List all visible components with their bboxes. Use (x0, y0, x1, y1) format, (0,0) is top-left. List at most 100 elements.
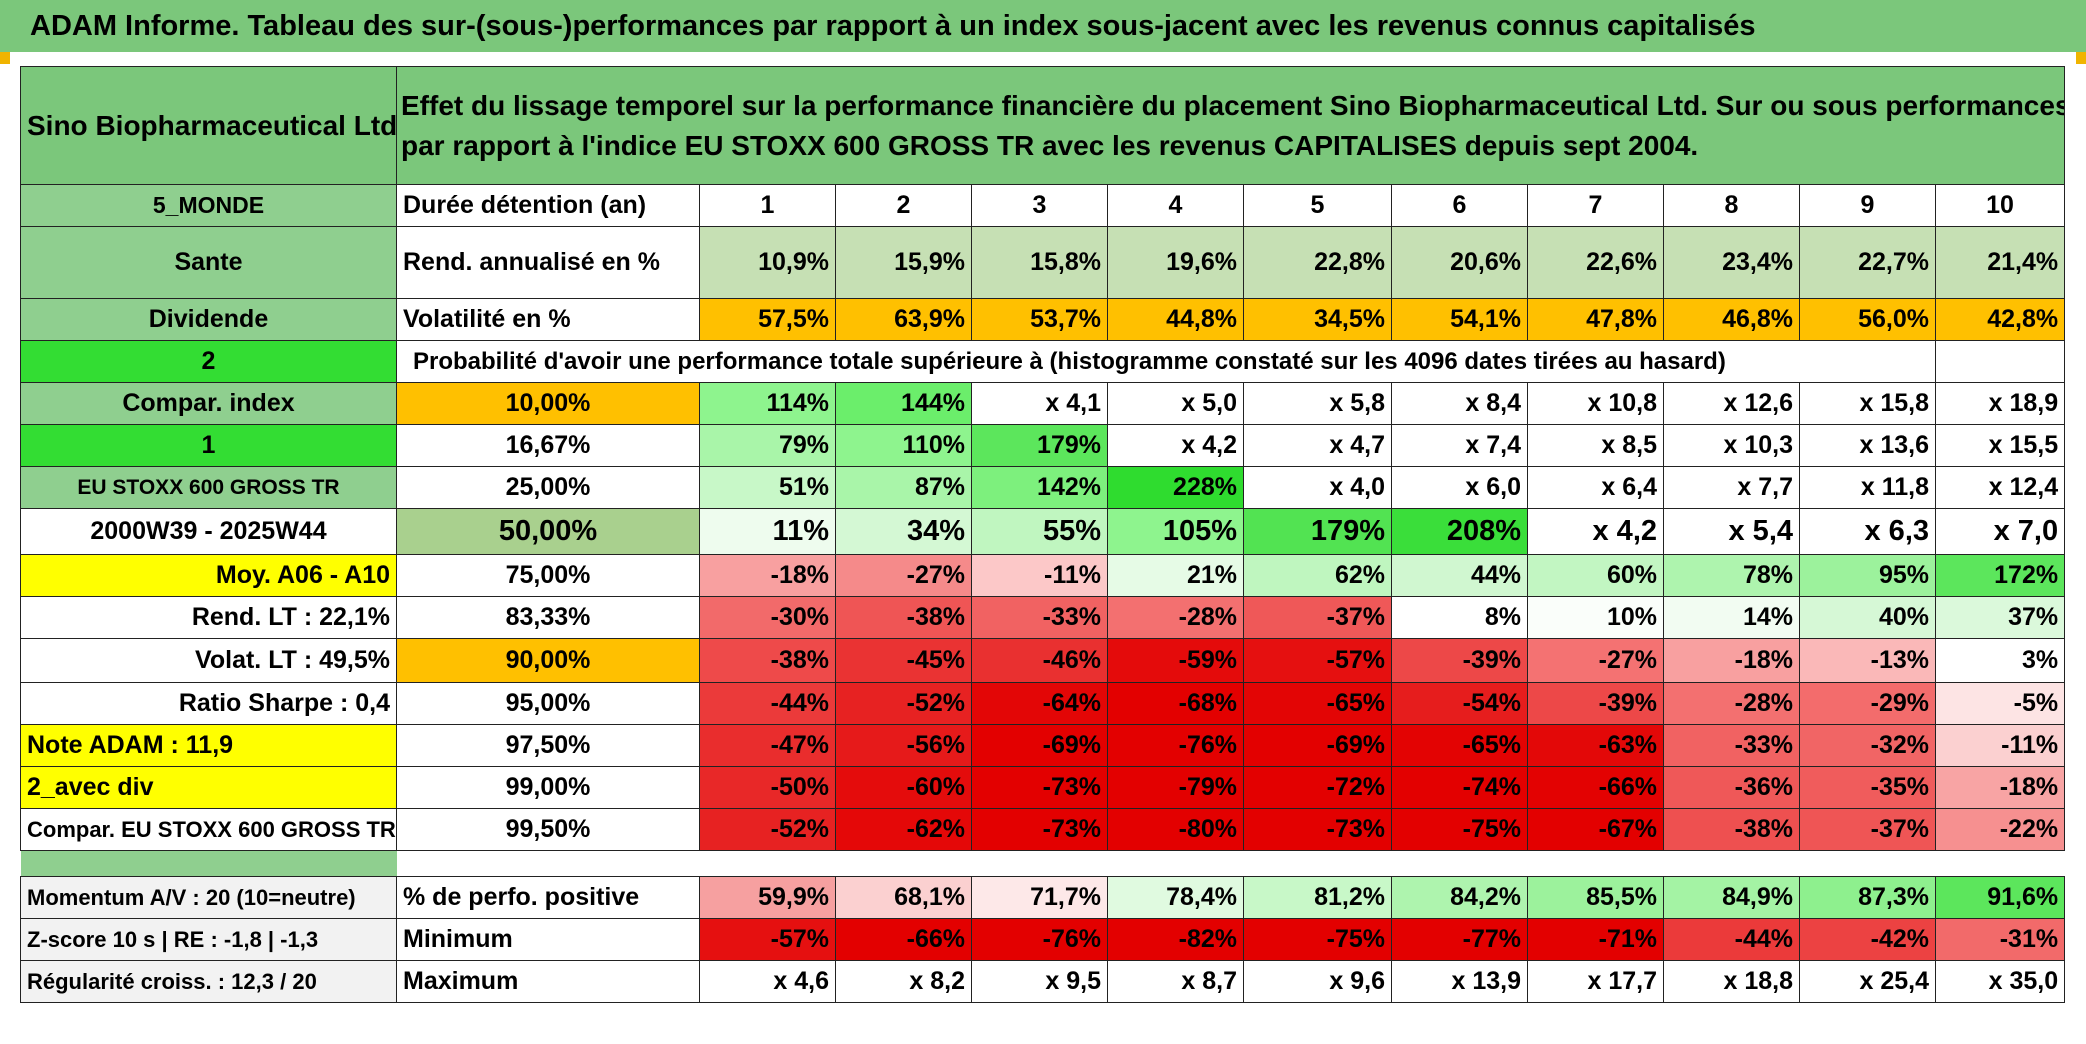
probability-value: 3% (1934, 638, 2066, 683)
company-name: Sino Biopharmaceutical Ltd (20, 66, 397, 185)
left-label-sharpe: Ratio Sharpe : 0,4 (20, 682, 397, 725)
probability-value: 114% (699, 382, 836, 425)
probability-value: x 4,2 (1527, 508, 1664, 555)
left-label-moy: Moy. A06 - A10 (20, 554, 397, 597)
positive-value: 78,4% (1107, 876, 1244, 919)
probability-value: x 6,3 (1799, 508, 1936, 555)
probability-value: 144% (835, 382, 972, 425)
vol-value: 47,8% (1527, 298, 1664, 341)
probability-value: 87% (835, 466, 972, 509)
probability-threshold: 25,00% (396, 466, 700, 509)
duration-header: 10 (1934, 184, 2066, 227)
probability-value: 95% (1799, 554, 1936, 597)
probability-value: 11% (699, 508, 836, 555)
vol-value: 63,9% (835, 298, 972, 341)
positive-value: 68,1% (835, 876, 972, 919)
probability-value: -54% (1391, 682, 1528, 725)
probability-value: -38% (1663, 808, 1800, 851)
probability-value: -50% (699, 766, 836, 809)
empty-cell (1934, 340, 2066, 383)
probability-value: x 7,4 (1391, 424, 1528, 467)
probability-value: -39% (1527, 682, 1664, 725)
probability-value: x 12,4 (1934, 466, 2066, 509)
probability-value: -5% (1934, 682, 2066, 725)
probability-value: -27% (835, 554, 972, 597)
dividend-label: Dividende (20, 298, 397, 341)
maximum-label: Maximum (396, 960, 700, 1003)
vol-value: 53,7% (971, 298, 1108, 341)
duration-header: 1 (699, 184, 836, 227)
duration-header: 6 (1391, 184, 1528, 227)
probability-value: x 6,4 (1527, 466, 1664, 509)
probability-value: -52% (699, 808, 836, 851)
probability-threshold: 50,00% (396, 508, 700, 555)
probability-data-row: Note ADAM : 11,9 97,50% -47% -56% -69% -76% -6… (20, 724, 2066, 767)
probability-data-row: Ratio Sharpe : 0,4 95,00% -44% -52% -64% -68%… (20, 682, 2066, 725)
probability-value: x 10,3 (1663, 424, 1800, 467)
minimum-value: -75% (1243, 918, 1392, 961)
probability-threshold: 97,50% (396, 724, 700, 767)
performance-table: Sino Biopharmaceutical Ltd Effet du lissa… (20, 66, 2066, 1003)
probability-value: -28% (1107, 596, 1244, 639)
probability-threshold: 83,33% (396, 596, 700, 639)
probability-value: 8% (1391, 596, 1528, 639)
corner-marker (0, 52, 10, 64)
probability-value: 40% (1799, 596, 1936, 639)
probability-value: -73% (971, 808, 1108, 851)
probability-value: 208% (1391, 508, 1528, 555)
probability-value: -27% (1527, 638, 1664, 683)
positive-value: 71,7% (971, 876, 1108, 919)
minimum-value: -82% (1107, 918, 1244, 961)
rend-label: Rend. annualisé en % (396, 226, 700, 299)
probability-value: 62% (1243, 554, 1392, 597)
rend-value: 21,4% (1934, 226, 2066, 299)
minimum-label: Minimum (396, 918, 700, 961)
left-label-avec-div: 2_avec div (20, 766, 397, 809)
vol-value: 34,5% (1243, 298, 1392, 341)
corner-marker (2076, 52, 2086, 64)
rend-value: 15,9% (835, 226, 972, 299)
separator-row (20, 850, 2065, 877)
probability-value: -29% (1799, 682, 1936, 725)
momentum-label: Momentum A/V : 20 (10=neutre) (20, 876, 397, 919)
maximum-row: Régularité croiss. : 12,3 / 20 Maximum x 4… (20, 960, 2066, 1003)
probability-value: -64% (971, 682, 1108, 725)
separator-left (20, 850, 397, 877)
vol-label: Volatilité en % (396, 298, 700, 341)
probability-value: -69% (971, 724, 1108, 767)
probability-value: x 5,8 (1243, 382, 1392, 425)
probability-value: -38% (835, 596, 972, 639)
minimum-value: -66% (835, 918, 972, 961)
probability-value: x 15,8 (1799, 382, 1936, 425)
probability-value: 78% (1663, 554, 1800, 597)
duration-header: 3 (971, 184, 1108, 227)
probability-data-row: Compar. index 10,00% 114% 144% x 4,1 x 5,0 x 5… (20, 382, 2066, 425)
probability-value: -35% (1799, 766, 1936, 809)
probability-value: 179% (1243, 508, 1392, 555)
header-line-2: par rapport à l'indice EU STOXX 600 GROS… (401, 129, 1699, 161)
probability-value: -73% (1243, 808, 1392, 851)
probability-value: -79% (1107, 766, 1244, 809)
minimum-value: -42% (1799, 918, 1936, 961)
probability-value: x 13,6 (1799, 424, 1936, 467)
positive-value: 59,9% (699, 876, 836, 919)
probability-threshold: 90,00% (396, 638, 700, 683)
probability-data-row: 2_avec div 99,00% -50% -60% -73% -79% -72% -74%… (20, 766, 2066, 809)
probability-value: x 4,7 (1243, 424, 1392, 467)
probability-value: 110% (835, 424, 972, 467)
minimum-value: -77% (1391, 918, 1528, 961)
maximum-value: x 8,2 (835, 960, 972, 1003)
probability-value: -47% (699, 724, 836, 767)
probability-value: -37% (1243, 596, 1392, 639)
probability-data-row: Volat. LT : 49,5% 90,00% -38% -45% -46% -59% -… (20, 638, 2066, 683)
separator-right (397, 851, 2065, 877)
probability-value: -44% (699, 682, 836, 725)
probability-value: 179% (971, 424, 1108, 467)
probability-data-row: EU STOXX 600 GROSS TR 25,00% 51% 87% 142% 228… (20, 466, 2066, 509)
probability-value: 172% (1934, 554, 2066, 597)
positive-value: 84,2% (1391, 876, 1528, 919)
maximum-value: x 13,9 (1391, 960, 1528, 1003)
probability-value: x 12,6 (1663, 382, 1800, 425)
probability-value: x 15,5 (1934, 424, 2066, 467)
rend-value: 22,7% (1799, 226, 1936, 299)
